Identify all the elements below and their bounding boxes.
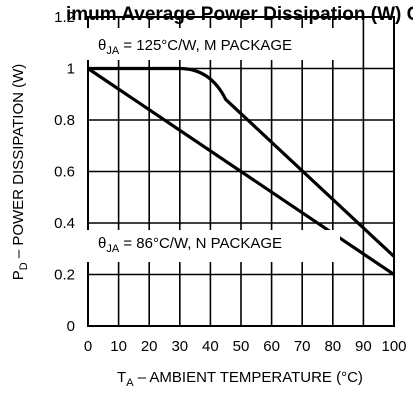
y-axis-title-rest: – POWER DISSIPATION (W) [10, 64, 27, 263]
x-tick-label: 90 [355, 338, 372, 355]
annotation-n-package: θJA = 86°C/W, N PACKAGE [98, 235, 282, 255]
x-axis-title-rest: – AMBIENT TEMPERATURE (°C) [134, 369, 363, 386]
y-axis-title-main: P [10, 270, 27, 280]
x-tick-label: 20 [141, 338, 158, 355]
tick-labels: 0 10 20 30 40 50 60 70 80 90 100 0 0.2 0.4 0.6 0.8 1 1.2 [54, 9, 406, 355]
annotation-background-m [84, 28, 346, 60]
x-axis-title: TA – AMBIENT TEMPERATURE (°C) [117, 369, 363, 389]
y-tick-label: 1.2 [54, 9, 75, 26]
y-tick-label: 0.8 [54, 112, 75, 129]
x-tick-label: 0 [84, 338, 92, 355]
annotation-n-rest: = 86°C/W, N PACKAGE [119, 235, 282, 252]
x-tick-label: 80 [324, 338, 341, 355]
y-tick-label: 0.4 [54, 215, 75, 232]
x-axis-title-main: T [117, 369, 126, 386]
annotation-m-package: θJA = 125°C/W, M PACKAGE [98, 37, 292, 57]
annotation-m-sub: JA [106, 45, 120, 57]
y-tick-label: 0 [67, 318, 75, 335]
x-tick-label: 70 [294, 338, 311, 355]
annotation-n-theta: θ [98, 235, 106, 252]
series-line-n-package [87, 67, 395, 276]
annotation-background-n [84, 230, 340, 262]
y-tick-label: 0.2 [54, 267, 75, 284]
series-line-m-package [88, 66, 396, 258]
x-tick-label: 50 [233, 338, 250, 355]
chart-title: imum Average Power Dissipation (W) C, I [66, 4, 413, 25]
annotation-m-rest: = 125°C/W, M PACKAGE [119, 37, 292, 54]
x-tick-label: 40 [202, 338, 219, 355]
y-tick-label: 1 [67, 61, 75, 78]
x-tick-label: 60 [263, 338, 280, 355]
y-axis-title: PD – POWER DISSIPATION (W) [10, 64, 30, 281]
x-tick-label: 10 [110, 338, 127, 355]
annotation-n-sub: JA [106, 243, 120, 255]
x-tick-label: 100 [381, 338, 406, 355]
y-axis-title-sub: D [18, 262, 30, 270]
y-tick-label: 0.6 [54, 164, 75, 181]
plot-frame [87, 16, 395, 327]
x-tick-label: 30 [171, 338, 188, 355]
annotation-m-theta: θ [98, 37, 106, 54]
x-axis-title-sub: A [126, 377, 134, 389]
series-layer [87, 66, 396, 276]
plot-border [87, 16, 395, 327]
